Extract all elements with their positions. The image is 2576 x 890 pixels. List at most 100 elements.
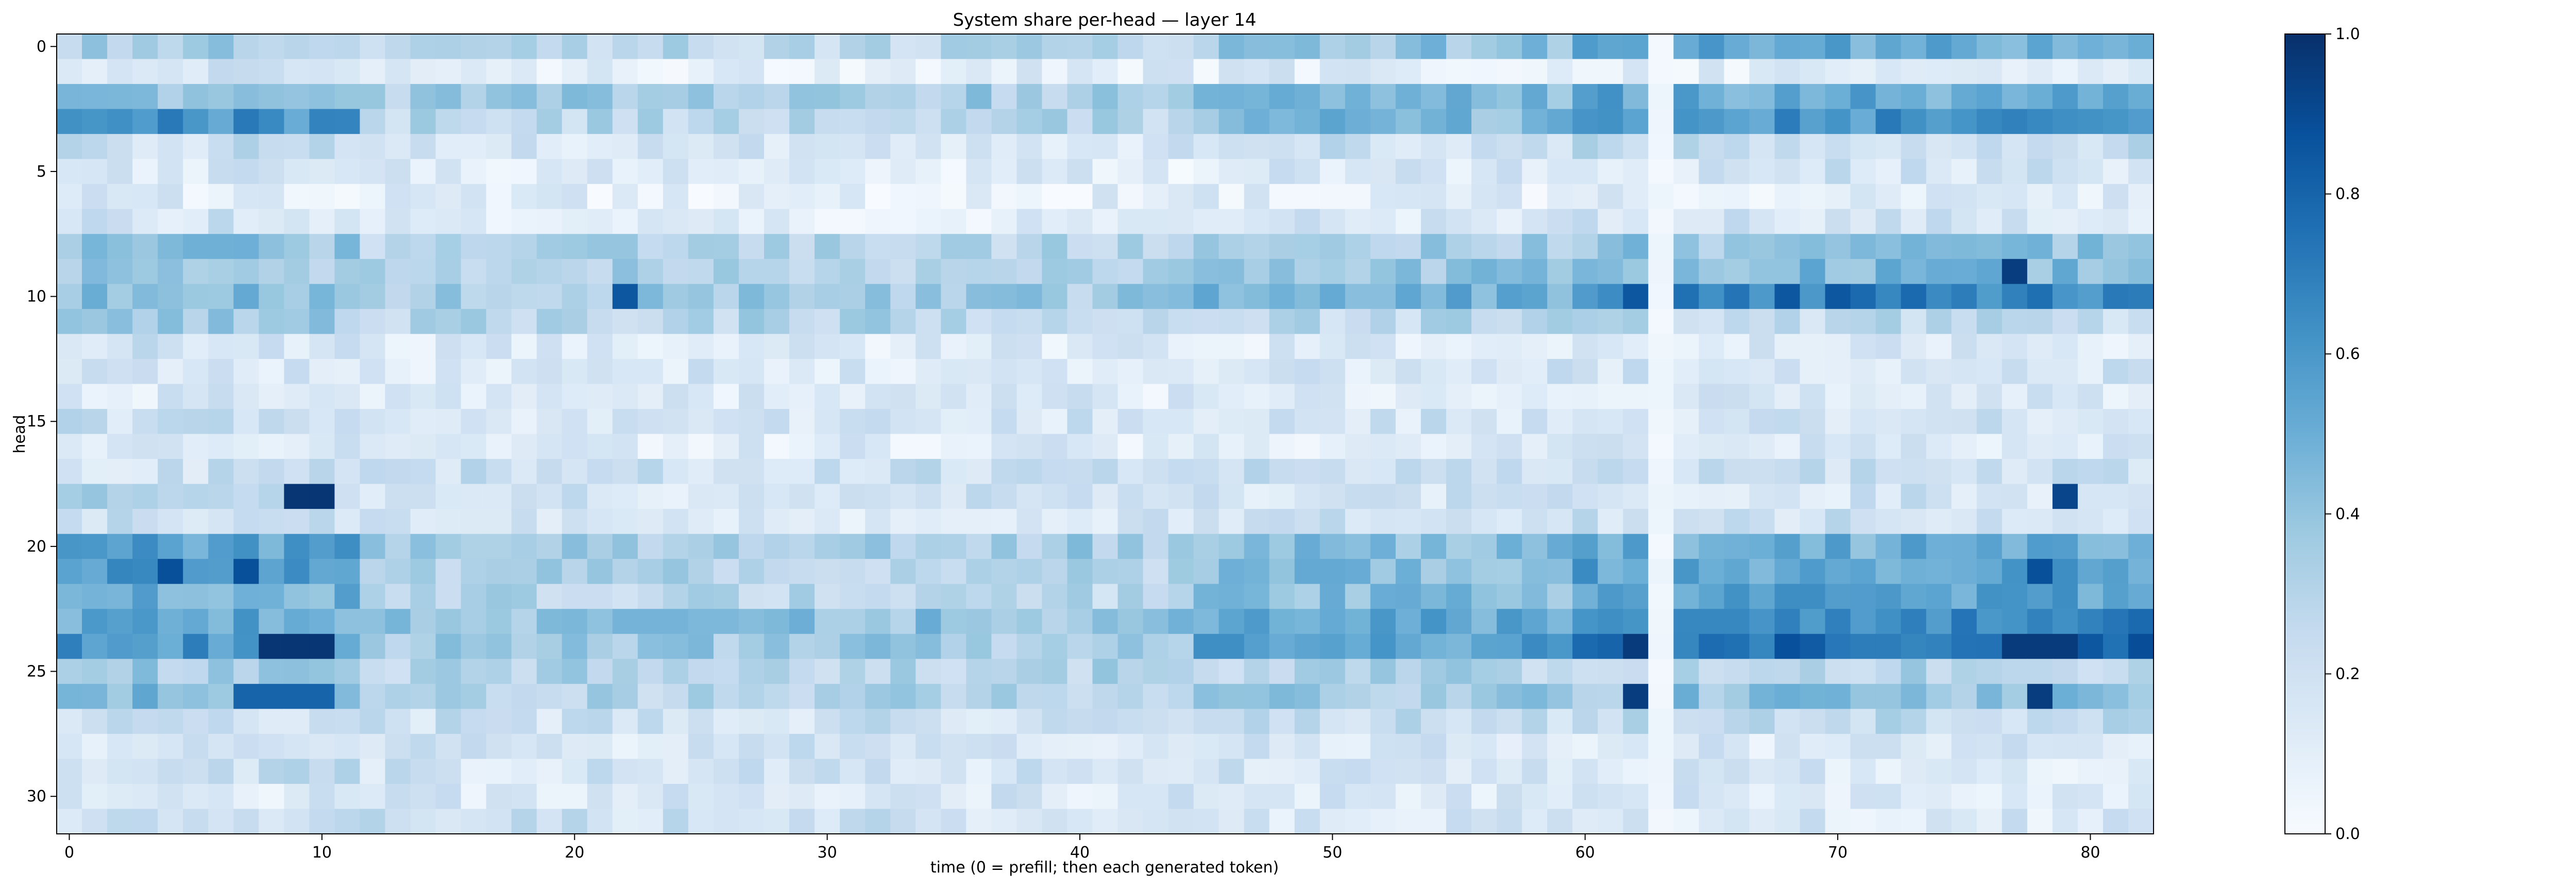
heatmap-cell	[1749, 334, 1775, 360]
heatmap-cell	[663, 809, 689, 834]
heatmap-cell	[1168, 184, 1194, 210]
heatmap-cell	[713, 309, 739, 334]
heatmap-cell	[1193, 683, 1219, 709]
heatmap-cell	[1471, 809, 1497, 834]
heatmap-cell	[1016, 809, 1043, 834]
heatmap-cell	[1016, 284, 1043, 310]
heatmap-cell	[1901, 184, 1927, 210]
heatmap-cell	[1774, 809, 1801, 834]
heatmap-cell	[865, 659, 891, 684]
heatmap-cell	[1673, 358, 1699, 385]
heatmap-cell	[815, 783, 840, 810]
heatmap-cell	[1345, 484, 1371, 509]
heatmap-cell	[1673, 334, 1699, 360]
heatmap-cell	[966, 84, 992, 110]
heatmap-cell	[1067, 259, 1093, 284]
heatmap-cell	[309, 584, 335, 609]
heatmap-cell	[1092, 609, 1118, 635]
heatmap-cell	[360, 134, 386, 160]
heatmap-cell	[840, 534, 866, 559]
heatmap-cell	[1471, 259, 1497, 284]
heatmap-cell	[1800, 59, 1826, 84]
heatmap-cell	[1092, 184, 1118, 210]
heatmap-cell	[284, 709, 310, 734]
heatmap-cell	[789, 358, 815, 385]
heatmap-cell	[1395, 34, 1421, 60]
heatmap-cell	[2103, 408, 2129, 435]
heatmap-cell	[1395, 109, 1421, 134]
heatmap-cell	[1522, 733, 1548, 760]
heatmap-cell	[991, 309, 1017, 334]
heatmap-cell	[2077, 34, 2104, 60]
heatmap-cell	[334, 609, 361, 635]
heatmap-cell	[1218, 159, 1245, 184]
heatmap-cell	[713, 534, 739, 559]
heatmap-cell	[663, 134, 689, 160]
heatmap-cell	[713, 683, 739, 709]
heatmap-cell	[536, 358, 563, 385]
heatmap-cell	[107, 309, 133, 334]
heatmap-cell	[688, 559, 714, 585]
heatmap-cell	[738, 434, 765, 459]
heatmap-cell	[764, 584, 790, 609]
x-tick-label: 40	[1070, 844, 1090, 862]
heatmap-cell	[1673, 683, 1699, 709]
heatmap-cell	[890, 109, 916, 134]
heatmap-cell	[1092, 384, 1118, 409]
heatmap-cell	[1875, 509, 1902, 535]
heatmap-cell	[360, 384, 386, 409]
heatmap-cell	[2128, 559, 2154, 585]
heatmap-cell	[916, 159, 941, 184]
heatmap-cell	[1016, 134, 1043, 160]
heatmap-cell	[486, 109, 512, 134]
heatmap-cell	[612, 659, 638, 684]
heatmap-cell	[1319, 559, 1346, 585]
heatmap-cell	[486, 159, 512, 184]
heatmap-cell	[941, 559, 967, 585]
heatmap-cell	[385, 759, 411, 784]
heatmap-cell	[713, 184, 739, 210]
heatmap-cell	[1143, 683, 1169, 709]
heatmap-cell	[840, 434, 866, 459]
heatmap-cell	[2002, 683, 2028, 709]
heatmap-cell	[789, 809, 815, 834]
heatmap-cell	[107, 733, 133, 760]
heatmap-cell	[1875, 733, 1902, 760]
heatmap-cell	[1901, 84, 1927, 110]
heatmap-cell	[991, 209, 1017, 234]
heatmap-cell	[82, 733, 108, 760]
heatmap-cell	[1926, 84, 1952, 110]
heatmap-cell	[916, 809, 941, 834]
heatmap-cell	[1774, 434, 1801, 459]
heatmap-cell	[1623, 184, 1649, 210]
heatmap-cell	[1143, 209, 1169, 234]
heatmap-cell	[1067, 284, 1093, 310]
heatmap-cell	[1749, 509, 1775, 535]
heatmap-cell	[57, 584, 82, 609]
heatmap-cell	[2052, 759, 2078, 784]
heatmap-cell	[1294, 783, 1320, 810]
heatmap-cell	[738, 809, 765, 834]
heatmap-cell	[2002, 309, 2028, 334]
heatmap-cell	[1319, 733, 1346, 760]
heatmap-cell	[1724, 358, 1750, 385]
heatmap-cell	[57, 759, 82, 784]
heatmap-cell	[637, 709, 664, 734]
heatmap-cell	[1774, 234, 1801, 260]
heatmap-cell	[1446, 459, 1472, 485]
heatmap-cell	[2128, 284, 2154, 310]
heatmap-cell	[1193, 259, 1219, 284]
heatmap-cell	[991, 34, 1017, 60]
heatmap-cell	[1117, 709, 1144, 734]
heatmap-cell	[1623, 134, 1649, 160]
heatmap-cell	[1168, 709, 1194, 734]
heatmap-cell	[966, 434, 992, 459]
heatmap-cell	[461, 809, 487, 834]
heatmap-cell	[1673, 709, 1699, 734]
heatmap-cell	[2103, 709, 2129, 734]
heatmap-cell	[1143, 659, 1169, 684]
heatmap-cell	[259, 84, 284, 110]
heatmap-cell	[536, 809, 563, 834]
heatmap-cell	[1016, 609, 1043, 635]
heatmap-cell	[1901, 509, 1927, 535]
